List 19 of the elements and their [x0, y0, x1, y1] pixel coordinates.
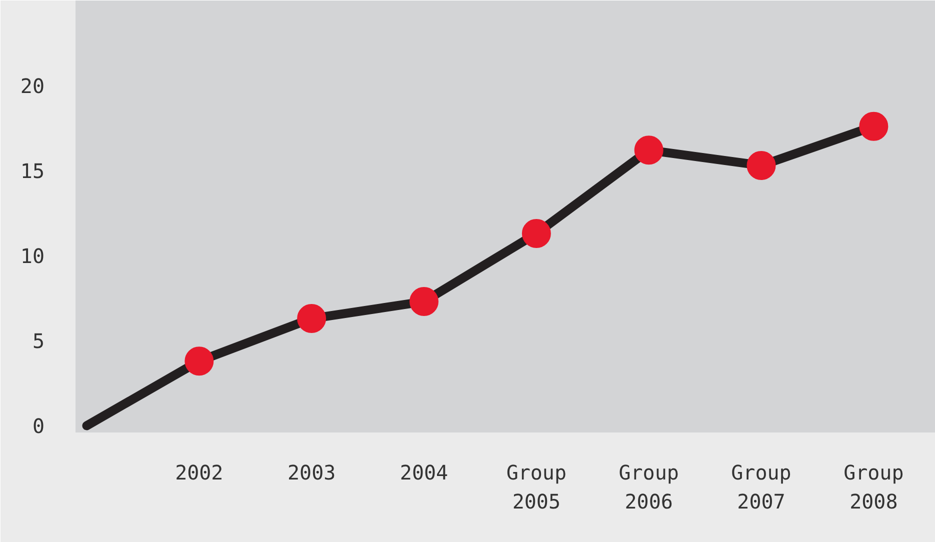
y-tick-label: 10 — [20, 244, 45, 268]
point — [297, 304, 326, 334]
y-tick-label: 5 — [32, 329, 45, 354]
x-tick-label: Group 2005 — [506, 460, 567, 514]
x-tick-label: Group 2007 — [731, 460, 792, 514]
point — [409, 287, 438, 316]
y-tick-label: 0 — [32, 414, 45, 438]
point — [522, 219, 551, 248]
point — [859, 112, 888, 141]
x-tick-label: 2004 — [400, 460, 448, 484]
point — [634, 136, 664, 165]
x-tick-label: Group 2008 — [844, 460, 904, 514]
x-tick-label: Group 2006 — [618, 460, 679, 514]
y-tick-label: 15 — [20, 159, 45, 184]
point — [184, 346, 214, 376]
point — [746, 151, 776, 180]
y-tick-label: 20 — [20, 74, 45, 98]
x-tick-label: 2003 — [287, 460, 336, 484]
x-tick-label: 2002 — [175, 460, 224, 484]
